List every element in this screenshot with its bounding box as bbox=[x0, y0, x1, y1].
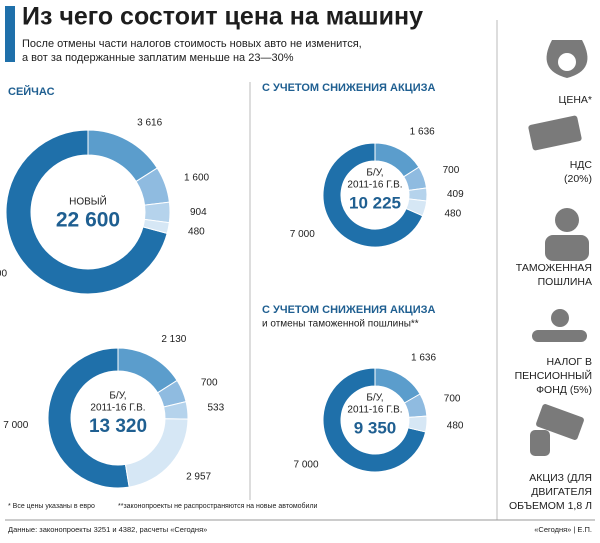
value-label: 1 636 bbox=[410, 127, 435, 138]
value-label: 1 600 bbox=[184, 172, 209, 183]
value-label: 700 bbox=[201, 378, 218, 389]
center-total: 22 600 bbox=[56, 209, 120, 232]
donut-segment bbox=[124, 418, 189, 488]
value-label: 2 957 bbox=[186, 472, 211, 483]
chart-title: СЕЙЧАС bbox=[8, 85, 55, 98]
donut-segment bbox=[407, 415, 428, 433]
legend-label: НДС bbox=[570, 159, 593, 171]
legend-label: ОБЪЕМОМ 1,8 Л bbox=[509, 500, 592, 512]
title: Из чего состоит цена на машину bbox=[22, 3, 423, 31]
donut-segment bbox=[5, 129, 168, 295]
icon-hand-cash bbox=[536, 404, 584, 440]
value-label: 7 000 bbox=[3, 420, 28, 431]
credit: «Сегодня» | Е.П. bbox=[534, 525, 592, 534]
value-label: 480 bbox=[447, 420, 464, 431]
legend-label: НАЛОГ В bbox=[547, 356, 592, 368]
value-label: 700 bbox=[443, 165, 460, 176]
legend-label: ЦЕНА* bbox=[559, 94, 592, 106]
icon-banknotes bbox=[528, 115, 582, 151]
value-label: 7 000 bbox=[290, 229, 315, 240]
legend-label: АКЦИЗ (ДЛЯ bbox=[529, 472, 592, 484]
value-label: 700 bbox=[444, 393, 461, 404]
icon-detail bbox=[558, 53, 576, 71]
legend-icons bbox=[528, 40, 589, 456]
donut-segment bbox=[142, 218, 170, 235]
value-label: 409 bbox=[447, 189, 464, 200]
chart-subtitle: и отмены таможенной пошлины** bbox=[262, 319, 419, 330]
center-text: Б/У, bbox=[366, 168, 383, 179]
center-text: 2011-16 Г.В. bbox=[90, 403, 145, 414]
icon-hand-cash bbox=[530, 430, 550, 456]
value-label: 480 bbox=[188, 227, 205, 238]
value-label: 3 616 bbox=[137, 117, 162, 128]
chart-title: С УЧЕТОМ СНИЖЕНИЯ АКЦИЗА bbox=[262, 304, 436, 316]
legend-label: ДВИГАТЕЛЯ bbox=[531, 486, 592, 498]
value-label: 16 000 bbox=[0, 269, 7, 280]
legend-label: ТАМОЖЕННАЯ bbox=[516, 262, 592, 274]
center-total: 13 320 bbox=[89, 416, 147, 437]
subtitle-line: а вот за подержанные заплатим меньше на … bbox=[22, 52, 294, 64]
chart-title: С УЧЕТОМ СНИЖЕНИЯ АКЦИЗА bbox=[262, 82, 436, 94]
donut-segment bbox=[87, 129, 158, 183]
legend-label: (20%) bbox=[564, 173, 592, 185]
footnote: **законопроекты не распространяются на н… bbox=[118, 502, 318, 510]
center-text: 2011-16 Г.В. bbox=[347, 405, 402, 416]
legend-label: ФОНД (5%) bbox=[536, 384, 592, 396]
icon-officer bbox=[555, 208, 579, 232]
footnote: * Все цены указаны в евро bbox=[8, 503, 95, 510]
source: Данные: законопроекты 3251 и 4382, расче… bbox=[8, 525, 207, 534]
center-text: НОВЫЙ bbox=[69, 195, 107, 208]
donut-segment bbox=[322, 142, 424, 248]
value-label: 2 130 bbox=[161, 334, 186, 345]
legend-label: ПОШЛИНА bbox=[538, 276, 592, 288]
subtitle-line: После отмены части налогов стоимость нов… bbox=[22, 38, 362, 50]
icon-officer bbox=[545, 235, 589, 261]
legend-label: ПЕНСИОННЫЙ bbox=[515, 369, 592, 382]
icon-hand bbox=[532, 330, 587, 342]
value-label: 904 bbox=[190, 207, 207, 218]
center-text: Б/У, bbox=[366, 393, 383, 404]
donut-segment bbox=[405, 198, 428, 217]
title-bar bbox=[5, 6, 15, 62]
donut-segment bbox=[322, 367, 427, 473]
donut-segment bbox=[47, 347, 130, 489]
value-label: 1 636 bbox=[411, 352, 436, 363]
center-text: 2011-16 Г.В. bbox=[347, 180, 402, 191]
value-label: 533 bbox=[207, 403, 224, 414]
center-text: Б/У, bbox=[109, 391, 126, 402]
icon-coins bbox=[551, 309, 569, 327]
value-label: 7 000 bbox=[294, 459, 319, 470]
value-label: 480 bbox=[445, 208, 462, 219]
center-total: 10 225 bbox=[349, 193, 401, 212]
center-total: 9 350 bbox=[354, 418, 397, 437]
